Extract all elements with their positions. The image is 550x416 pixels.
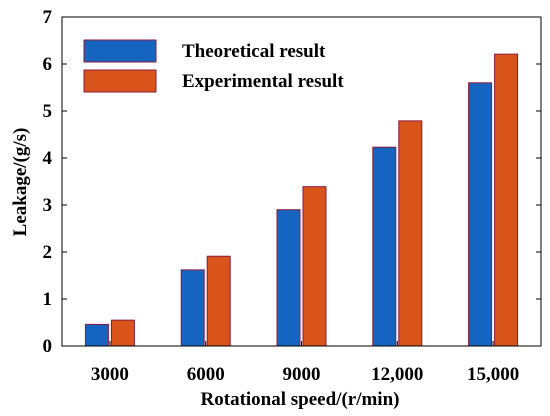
y-tick-label: 7 (43, 7, 53, 28)
y-tick-label: 0 (43, 336, 53, 357)
x-tick-label: 6000 (187, 364, 225, 385)
bar-theoretical-9000 (276, 209, 301, 347)
x-axis-label: Rotational speed/(r/min) (201, 389, 400, 410)
y-tick-label: 4 (43, 148, 53, 169)
legend-label-experimental: Experimental result (182, 71, 344, 92)
x-tick-label: 12,000 (371, 364, 423, 385)
legend-label-theoretical: Theoretical result (182, 41, 326, 62)
x-tick-label: 9000 (283, 364, 321, 385)
tick-labels-layer: 3000 6000 9000 12,000 15,000 0 1 2 3 4 5 6 7 (43, 7, 520, 385)
y-tick-label: 2 (43, 242, 53, 263)
y-tick-label: 5 (43, 101, 53, 122)
y-tick-label: 3 (43, 195, 53, 216)
bar-theoretical-15000 (468, 82, 493, 347)
legend-swatch-experimental (83, 69, 157, 93)
bar-experimental-15000 (494, 53, 519, 347)
legend-swatch-theoretical (83, 39, 157, 63)
bar-experimental-3000 (110, 319, 135, 347)
axes-frame (61, 16, 542, 347)
bar-experimental-6000 (206, 255, 231, 347)
x-tick-label: 15,000 (467, 364, 519, 385)
bar-theoretical-3000 (84, 323, 109, 347)
y-tick-label: 1 (43, 289, 53, 310)
x-tick-label: 3000 (91, 364, 129, 385)
y-axis-label: Leakage/(g/s) (10, 128, 31, 237)
y-tick-label: 6 (43, 54, 53, 75)
legend: Theoretical result Experimental result (83, 39, 344, 93)
bars-layer (84, 53, 519, 347)
bar-experimental-9000 (302, 186, 327, 347)
bar-theoretical-12000 (372, 146, 397, 347)
axes-layer (61, 16, 542, 347)
bar-theoretical-6000 (180, 269, 205, 347)
bar-experimental-12000 (398, 120, 423, 347)
